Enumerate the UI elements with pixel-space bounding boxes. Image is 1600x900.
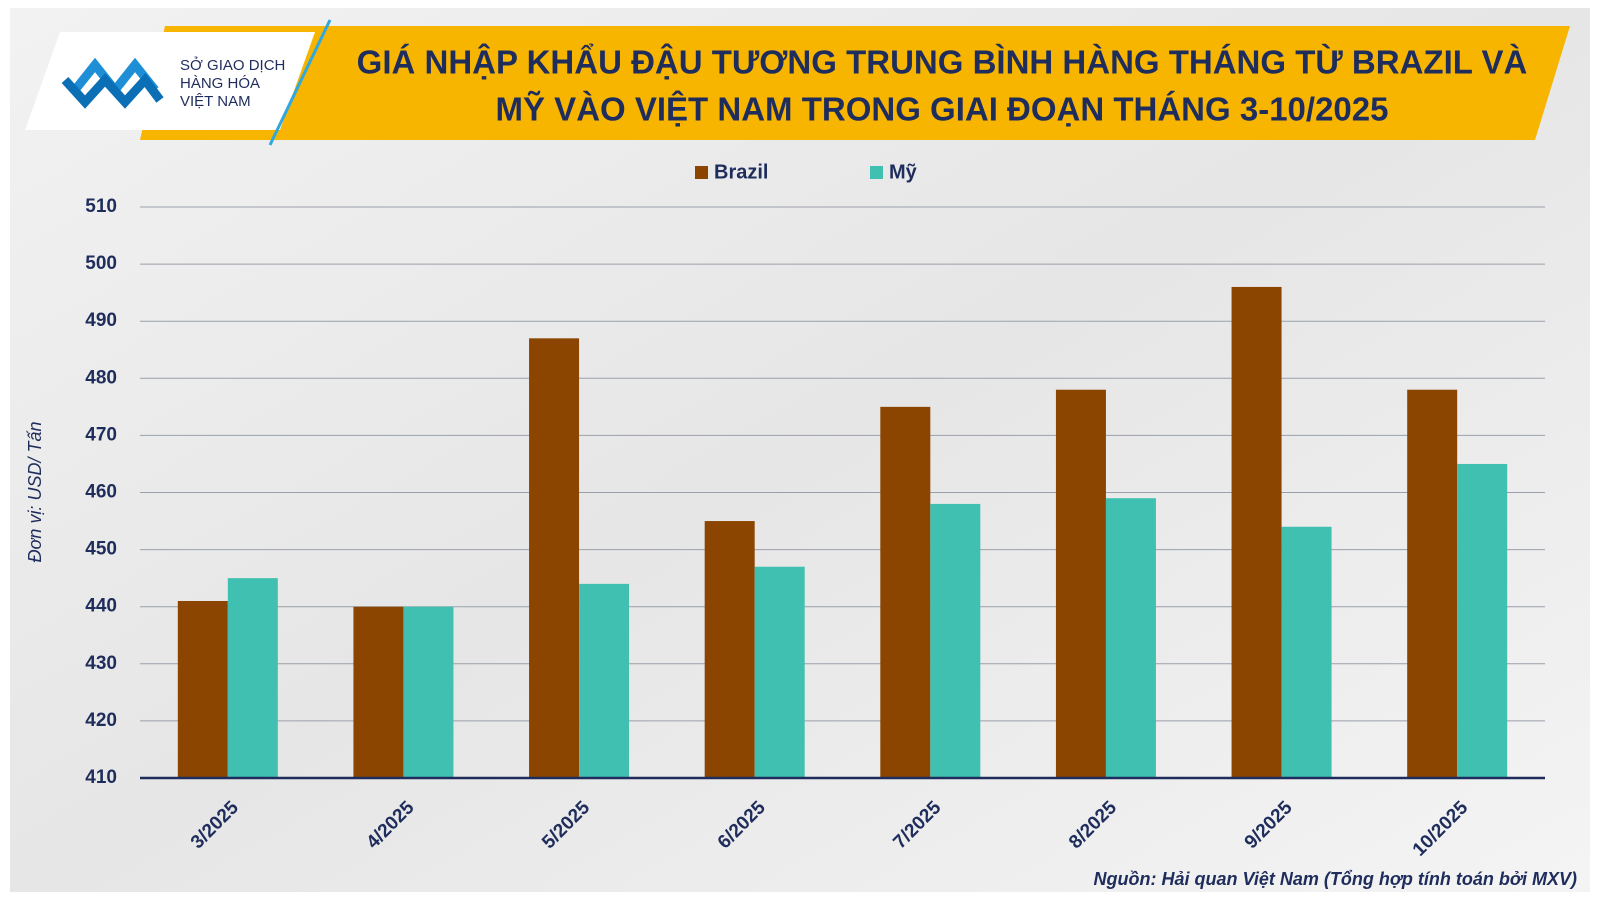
bar xyxy=(1457,463,1508,778)
bar xyxy=(880,406,931,778)
bar xyxy=(177,600,228,778)
y-tick-label: 510 xyxy=(85,196,117,217)
bar xyxy=(227,578,278,778)
bar xyxy=(704,521,755,778)
y-tick-label: 430 xyxy=(85,653,117,674)
bar xyxy=(1105,498,1156,778)
bar xyxy=(403,606,454,778)
chart-title: MỸ VÀO VIỆT NAM TRONG GIAI ĐOẠN THÁNG 3-… xyxy=(496,91,1389,128)
y-tick-label: 460 xyxy=(85,482,117,503)
y-tick-label: 490 xyxy=(85,310,117,331)
legend-label: Brazil xyxy=(714,161,768,183)
legend-swatch xyxy=(695,166,708,179)
bar xyxy=(1055,389,1106,778)
bar xyxy=(1231,286,1282,778)
logo-text: SỞ GIAO DỊCH xyxy=(180,56,285,74)
bar xyxy=(1407,389,1458,778)
logo-text: HÀNG HÓA xyxy=(180,75,260,92)
bar xyxy=(754,566,805,778)
legend-swatch xyxy=(870,166,883,179)
logo-box xyxy=(25,32,315,130)
y-tick-label: 500 xyxy=(85,253,117,274)
bar xyxy=(529,338,580,778)
y-axis-label: Đơn vị: USD/ Tấn xyxy=(25,422,45,563)
bar xyxy=(353,606,404,778)
bar xyxy=(930,503,981,778)
logo-text: VIỆT NAM xyxy=(180,93,251,110)
y-tick-label: 470 xyxy=(85,424,117,445)
source-note: Nguồn: Hải quan Việt Nam (Tổng hợp tính … xyxy=(1094,869,1577,889)
y-tick-label: 480 xyxy=(85,367,117,388)
y-tick-label: 410 xyxy=(85,767,117,788)
logo-mark xyxy=(61,57,164,109)
y-tick-label: 420 xyxy=(85,710,117,731)
y-tick-label: 450 xyxy=(85,539,117,560)
logo-accent xyxy=(268,19,332,146)
legend-label: Mỹ xyxy=(889,161,918,183)
title-banner xyxy=(140,26,1570,140)
chart-title: GIÁ NHẬP KHẨU ĐẬU TƯƠNG TRUNG BÌNH HÀNG … xyxy=(357,44,1528,81)
y-tick-label: 440 xyxy=(85,596,117,617)
bar xyxy=(579,583,630,778)
bar xyxy=(1281,526,1332,778)
